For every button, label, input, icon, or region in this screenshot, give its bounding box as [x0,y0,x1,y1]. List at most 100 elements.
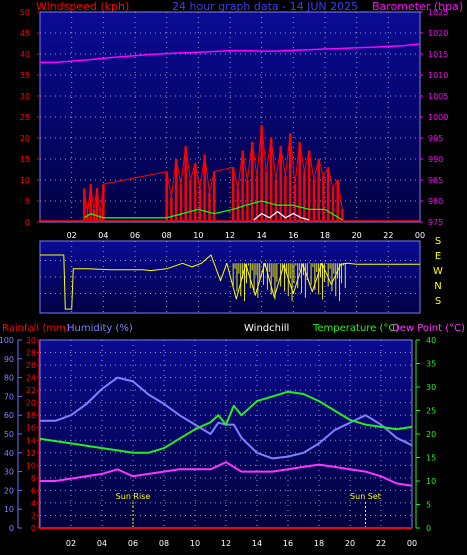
temp-tick-label: 40 [426,336,436,345]
humidity-axis-title: Humidity (%) [67,323,133,334]
humidity-tick-label: 10 [4,505,14,514]
y-tick-label-left: 35 [20,71,30,80]
temp-tick-label: 35 [426,360,436,369]
humidity-tick-label: 60 [4,411,14,420]
x-tick-label: 08 [162,231,172,240]
x-tick-label: 22 [383,231,393,240]
y-tick-label-right: 980 [428,197,443,206]
humidity-tick-label: 70 [4,392,14,401]
series-wind-speed [83,200,343,221]
series-temperature [39,390,413,454]
temp-tick-label: 5 [426,501,431,510]
sun-annotation-label: Sun Rise [116,492,151,501]
panel-frame [39,339,413,529]
rain-tick-label: 6 [31,486,36,495]
y-tick-label-right: 985 [428,176,443,185]
series-dew-point [40,461,413,487]
temperature-humidity-panel: Rainfall (mm)Humidity (%) Windchill Temper… [0,323,465,548]
humidity-tick-label: 80 [4,374,14,383]
x-tick-label: 22 [376,539,386,548]
rain-tick-label: 22 [26,386,36,395]
temp-tick-label: 20 [426,430,436,439]
windspeed-axis-title: Windspeed (kph) [36,0,129,13]
y-tick-label-right: 975 [428,218,443,227]
series-barometer [40,43,421,64]
rain-tick-label: 28 [26,349,36,358]
sun-annotation-label: Sun Set [350,492,381,501]
x-tick-label: 02 [66,539,76,548]
rain-tick-label: 0 [31,524,36,533]
y-tick-label-left: 50 [20,8,30,17]
x-tick-label: 06 [128,539,138,548]
x-tick-label: 06 [130,231,140,240]
x-tick-label: 14 [252,539,262,548]
x-tick-label: 18 [314,539,324,548]
x-tick-label: 14 [257,231,267,240]
y-tick-label-right: 1025 [428,8,448,17]
rain-tick-label: 26 [26,361,36,370]
x-tick-label: 16 [283,539,293,548]
rain-tick-label: 4 [31,499,36,508]
series-wind-direction [40,254,420,310]
gust-line [83,124,343,215]
humidity-tick-label: 50 [4,430,14,439]
x-tick-label: 08 [159,539,169,548]
x-tick-label: 20 [352,231,362,240]
rain-tick-label: 18 [26,411,36,420]
x-tick-label: 18 [320,231,330,240]
y-tick-label-left: 30 [20,92,30,101]
rain-tick-label: 12 [26,449,36,458]
y-tick-label-right: 1000 [428,113,448,122]
rain-tick-label: 8 [31,474,36,483]
rain-tick-label: 30 [26,336,36,345]
y-tick-label-left: 0 [25,218,30,227]
temp-tick-label: 15 [426,454,436,463]
x-tick-label: 02 [67,231,77,240]
rain-tick-label: 16 [26,424,36,433]
y-tick-label-left: 15 [20,155,30,164]
x-tick-label: 20 [345,539,355,548]
y-tick-label-left: 45 [20,29,30,38]
y-tick-label-right: 1010 [428,71,448,80]
x-tick-label: 10 [193,231,203,240]
x-tick-label: 12 [221,539,231,548]
temp-tick-label: 30 [426,383,436,392]
humidity-tick-label: 40 [4,449,14,458]
y-tick-label-right: 1020 [428,29,448,38]
rainfall-axis-title: Rainfall (mm) [2,323,70,334]
compass-letter: S [435,236,441,247]
compass-letter: N [434,281,441,292]
x-tick-label: 16 [288,231,298,240]
temp-tick-label: 0 [426,524,431,533]
humidity-tick-label: 30 [4,468,14,477]
y-tick-label-left: 10 [20,176,30,185]
compass-letter: W [433,266,443,277]
x-tick-label: 00 [407,539,417,548]
humidity-tick-label: 0 [9,524,14,533]
temp-tick-label: 10 [426,477,436,486]
humidity-tick-label: 90 [4,355,14,364]
y-tick-label-left: 40 [20,50,30,59]
temp-tick-label: 25 [426,407,436,416]
y-tick-label-right: 990 [428,155,443,164]
dewpoint-axis-title: Dew Point (°C) [392,323,465,334]
rain-tick-label: 24 [26,374,36,383]
compass-letter: E [435,251,441,262]
rain-tick-label: 14 [26,436,36,445]
y-tick-label-right: 995 [428,134,443,143]
y-tick-label-left: 25 [20,113,30,122]
rain-tick-label: 10 [26,461,36,470]
y-tick-label-right: 1005 [428,92,448,101]
rain-tick-label: 2 [31,511,36,520]
y-tick-label-right: 1015 [428,50,448,59]
humidity-tick-label: 20 [4,486,14,495]
barometer-axis-title: Barometer (hpa) [372,0,463,13]
series-windchill [253,210,310,221]
x-tick-label: 12 [225,231,235,240]
x-tick-label: 04 [98,231,108,240]
chart-title: 24 hour graph data - 14 JUN 2025 [172,0,358,13]
temperature-axis-title: Temperature (°C) [312,323,399,334]
